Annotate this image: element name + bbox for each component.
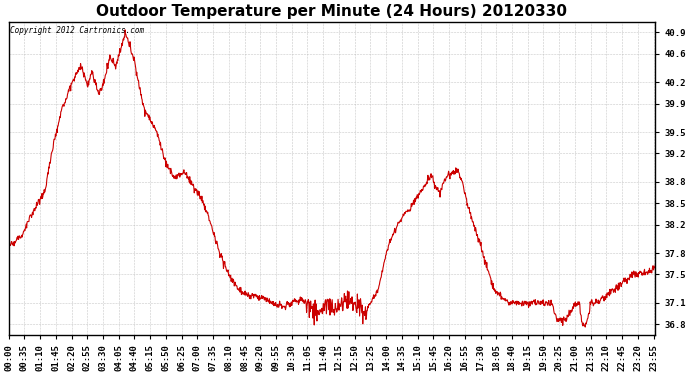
Title: Outdoor Temperature per Minute (24 Hours) 20120330: Outdoor Temperature per Minute (24 Hours… bbox=[97, 4, 567, 19]
Text: Copyright 2012 Cartronics.com: Copyright 2012 Cartronics.com bbox=[10, 26, 144, 35]
